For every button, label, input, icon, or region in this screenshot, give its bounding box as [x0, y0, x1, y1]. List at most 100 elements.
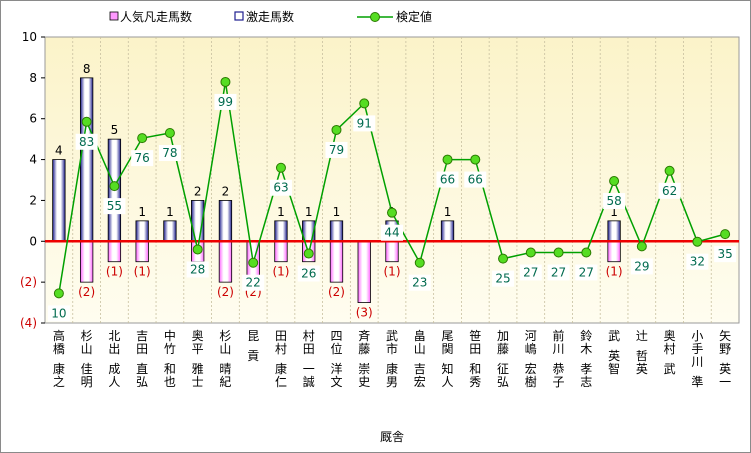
legend-swatch-pink	[109, 11, 119, 21]
test-value-label-bg	[381, 224, 403, 241]
x-category-char: 之	[53, 375, 65, 389]
test-value-point	[303, 248, 314, 259]
x-category-char: 誠	[303, 375, 315, 389]
x-category-char: 橋	[53, 342, 65, 356]
test-value-point	[692, 236, 703, 247]
x-category-char: 一	[303, 362, 315, 376]
bar-upset-label: 5	[111, 123, 119, 137]
test-value-label: 25	[492, 270, 515, 287]
x-category-char: 田	[303, 342, 315, 356]
x-category-char: 英	[719, 362, 731, 376]
x-category-char: 和	[469, 362, 481, 376]
test-value-label-bg	[353, 115, 376, 132]
test-value-point	[525, 247, 536, 258]
x-category-char: 奥	[192, 329, 204, 343]
test-value-label-text: 99	[218, 95, 233, 109]
bar-popular-loser-label: (3)	[356, 306, 373, 320]
x-category-char: 智	[608, 361, 620, 376]
x-category-char: 竹	[164, 342, 176, 356]
x-axis-title: 厩舎	[380, 430, 404, 444]
test-value-point	[248, 257, 259, 268]
test-value-label: 32	[686, 253, 709, 270]
y-tick-label: 0	[29, 234, 37, 248]
x-category-char: 志	[580, 375, 592, 389]
bar-upset-label: 1	[444, 205, 452, 219]
legend-marker	[370, 12, 380, 22]
x-category-char: 村	[303, 329, 315, 343]
x-category-char: 康	[275, 361, 287, 376]
x-category-char: 成	[108, 362, 120, 376]
test-value-label-bg	[214, 93, 237, 110]
x-category-char: 人	[108, 375, 120, 389]
test-value-label-bg	[408, 274, 431, 291]
test-value-label-bg	[158, 145, 181, 162]
test-value-point	[81, 116, 92, 127]
bar-popular-loser	[385, 240, 399, 263]
legend-item-upset: 激走馬数	[234, 9, 294, 24]
test-value-label-bg	[242, 274, 265, 291]
x-category-char: 村	[275, 342, 287, 356]
test-value-label-text: 25	[495, 272, 510, 286]
y-tick-label: 6	[29, 112, 37, 126]
test-value-label-bg	[131, 150, 154, 167]
x-category-char: 加	[497, 329, 509, 343]
bar-upset-label: 1	[138, 205, 146, 219]
test-value-point	[470, 154, 481, 165]
test-value-point	[414, 257, 425, 268]
x-category-char: 矢	[719, 329, 731, 343]
bar-upset	[329, 220, 344, 242]
x-category-char: 一	[719, 375, 731, 389]
test-value-label: 78	[158, 145, 181, 162]
test-value-label-text: 55	[107, 199, 122, 213]
test-value-point	[220, 76, 231, 87]
test-value-label: 29	[630, 258, 653, 275]
x-category-char: 田	[469, 342, 481, 356]
test-value-point	[275, 162, 286, 173]
test-value-label: 27	[519, 264, 542, 281]
bar-popular-loser	[357, 240, 371, 303]
x-category-char: 前	[553, 328, 565, 343]
x-category-char: 中	[164, 328, 176, 343]
x-category-char: 哲	[636, 349, 648, 363]
x-category-char: 田	[275, 329, 287, 343]
bar-upset-label: 1	[277, 205, 285, 219]
x-category-label: 奥村武	[664, 329, 676, 376]
test-value-point	[720, 229, 731, 240]
test-value-label-text: 58	[606, 194, 621, 208]
test-value-label-bg	[186, 261, 209, 278]
bar-upset-label: 1	[166, 205, 174, 219]
x-category-char: 山	[219, 342, 231, 356]
test-value-label-bg	[686, 253, 709, 270]
x-category-char: 田	[136, 342, 148, 356]
x-category-label: 辻哲英	[636, 329, 648, 376]
x-category-char: 山	[81, 342, 93, 356]
test-value-label-text: 27	[523, 266, 538, 280]
test-value-label: 83	[75, 133, 98, 150]
bar-popular-loser-label: (2)	[78, 285, 95, 299]
x-category-char: 恭	[553, 362, 565, 376]
test-value-label-text: 32	[690, 255, 705, 269]
test-value-label-bg	[436, 171, 459, 188]
x-category-char: 康	[53, 361, 65, 376]
bar-upset	[218, 200, 233, 242]
test-value-label: 26	[297, 265, 320, 282]
x-category-char: 武	[664, 362, 676, 376]
bar-popular-loser-label: (2)	[328, 285, 345, 299]
test-value-label-bg	[630, 258, 653, 275]
x-category-char: 武	[608, 329, 620, 343]
x-category-char: 弘	[497, 375, 509, 389]
